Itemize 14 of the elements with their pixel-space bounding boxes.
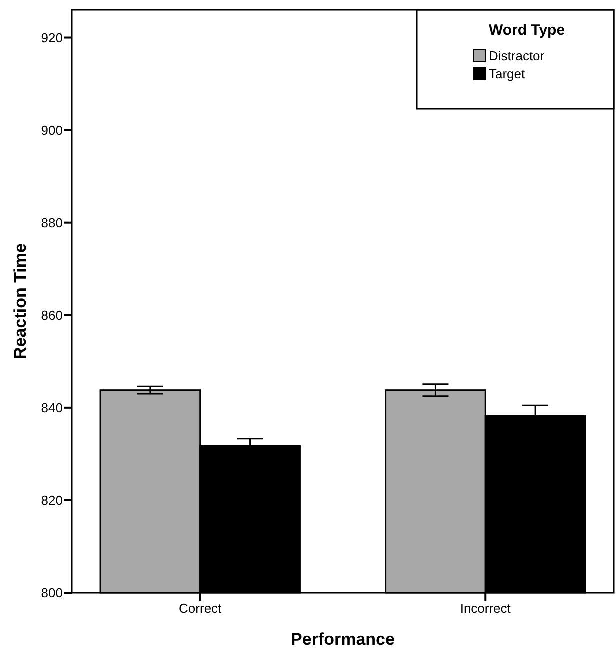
legend-label: Distractor xyxy=(489,48,546,64)
legend-title: Word Type xyxy=(488,22,566,39)
y-tick-label: 840 xyxy=(41,400,63,416)
y-tick-label: 880 xyxy=(41,215,63,230)
y-tick-label: 900 xyxy=(41,122,63,138)
x-axis-title: Performance xyxy=(291,630,395,649)
x-tick-label: Correct xyxy=(179,601,222,616)
x-tick-label: Incorrect xyxy=(460,601,512,616)
y-axis-title: Reaction Time xyxy=(11,244,30,360)
y-tick-label: 820 xyxy=(41,492,63,508)
y-tick-label: 800 xyxy=(41,586,63,600)
y-tick-label: 920 xyxy=(41,30,63,46)
legend-label: Target xyxy=(489,66,526,82)
y-tick-label: 860 xyxy=(41,308,63,323)
